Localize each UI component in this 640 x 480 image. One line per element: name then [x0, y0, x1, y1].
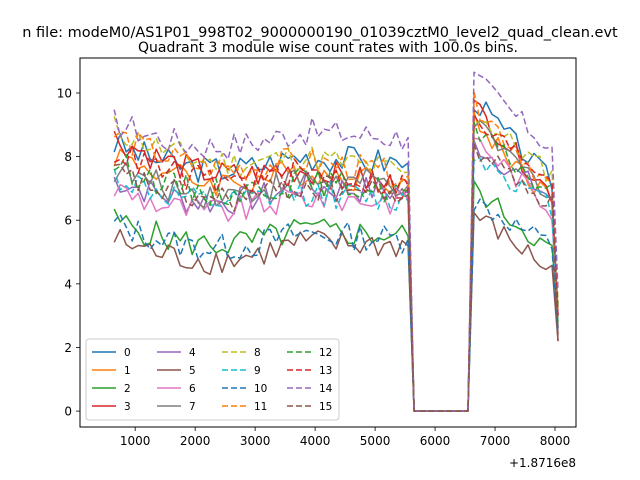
series-line-0: [113, 101, 559, 412]
y-tick-label: 0: [64, 405, 72, 419]
axes-frame: [79, 57, 577, 428]
y-tick-label: 4: [64, 277, 72, 291]
x-tick-label: 4000: [300, 434, 331, 448]
y-tick-label: 8: [64, 150, 72, 164]
legend-label-3: 3: [124, 401, 131, 413]
series-line-12: [113, 121, 559, 412]
legend-label-2: 2: [124, 383, 131, 395]
legend-label-11: 11: [254, 401, 267, 413]
legend-label-10: 10: [254, 383, 267, 395]
legend-label-9: 9: [254, 365, 261, 377]
series-line-13: [113, 113, 559, 412]
figure-suptitle: n file: modeM0/AS1P01_998T02_9000000190_…: [22, 25, 618, 41]
legend-box: [85, 338, 340, 421]
x-tick-label: 5000: [360, 434, 391, 448]
y-tick-label: 10: [57, 86, 72, 100]
legend-label-7: 7: [189, 401, 196, 413]
legend-label-4: 4: [189, 347, 196, 359]
series-line-6: [113, 137, 559, 412]
x-tick-label: 2000: [180, 434, 211, 448]
x-tick-label: 1000: [120, 434, 151, 448]
chart-title: Quadrant 3 module wise count rates with …: [138, 40, 518, 56]
legend-label-6: 6: [189, 383, 196, 395]
series-line-9: [113, 157, 559, 412]
series-line-15: [114, 143, 559, 412]
x-tick-label: 3000: [240, 434, 271, 448]
series-layer: [113, 71, 559, 412]
legend-label-1: 1: [124, 365, 131, 377]
x-tick-label: 8000: [540, 434, 571, 448]
y-tick-label: 2: [64, 341, 72, 355]
series-line-11: [113, 90, 559, 412]
y-axis: 0 2 4 6 8 10: [57, 86, 80, 419]
series-line-5: [113, 211, 559, 412]
legend-label-14: 14: [319, 383, 333, 395]
x-axis: 1000 2000 3000 4000 5000 6000 7000 8000: [120, 427, 570, 448]
series-line-10: [113, 198, 559, 412]
y-tick-label: 6: [64, 214, 72, 228]
legend-label-0: 0: [124, 347, 131, 359]
legend-label-12: 12: [319, 347, 332, 359]
x-tick-label: 7000: [480, 434, 511, 448]
legend-label-5: 5: [189, 365, 196, 377]
x-tick-label: 6000: [420, 434, 451, 448]
legend-label-8: 8: [254, 347, 261, 359]
legend-label-15: 15: [319, 401, 332, 413]
legend-label-13: 13: [319, 365, 332, 377]
x-offset-label: +1.8716e8: [509, 456, 576, 470]
